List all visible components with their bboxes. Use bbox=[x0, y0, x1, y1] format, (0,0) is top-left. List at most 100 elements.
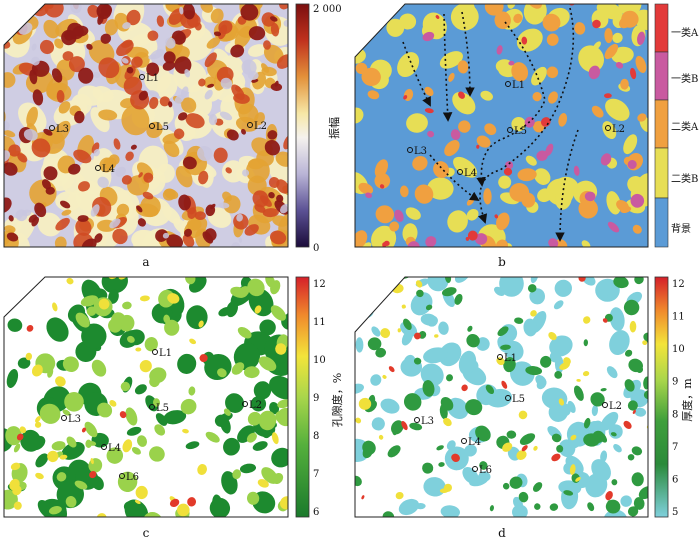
texture-blob bbox=[198, 170, 209, 185]
texture-blob bbox=[573, 165, 580, 176]
texture-blob bbox=[75, 218, 92, 236]
texture-blob bbox=[247, 278, 265, 297]
texture-blob bbox=[250, 396, 267, 412]
texture-blob bbox=[106, 447, 124, 464]
texture-blob bbox=[607, 221, 620, 233]
texture-blob bbox=[264, 140, 281, 156]
colorbar-tick: 9 bbox=[313, 393, 319, 404]
texture-blob bbox=[578, 277, 586, 282]
texture-blob bbox=[620, 78, 629, 90]
texture-blob bbox=[121, 175, 132, 185]
texture-blob bbox=[225, 167, 232, 174]
texture-blob bbox=[444, 277, 452, 283]
texture-blob bbox=[61, 209, 72, 216]
well-marker bbox=[605, 125, 611, 131]
texture-blob bbox=[591, 105, 604, 118]
texture-blob bbox=[74, 110, 85, 124]
texture-blob bbox=[55, 376, 66, 387]
texture-blob bbox=[156, 15, 165, 27]
texture-blob bbox=[412, 156, 428, 171]
texture-blob bbox=[77, 85, 104, 106]
texture-blob bbox=[365, 192, 373, 199]
texture-blob bbox=[149, 446, 165, 462]
well-label: L3 bbox=[56, 124, 69, 135]
texture-blob bbox=[592, 19, 601, 29]
texture-blob bbox=[72, 25, 89, 37]
channel-arrow bbox=[476, 21, 546, 187]
texture-blob bbox=[11, 4, 22, 18]
texture-blob bbox=[134, 499, 141, 505]
well-marker bbox=[95, 165, 101, 171]
texture-blob bbox=[630, 193, 645, 208]
texture-blob bbox=[367, 337, 382, 351]
texture-blob bbox=[540, 355, 552, 368]
texture-blob bbox=[81, 427, 87, 433]
legend-swatch-2B bbox=[654, 147, 669, 199]
well-marker bbox=[242, 401, 248, 407]
texture-blob bbox=[534, 168, 551, 185]
texture-blob bbox=[213, 147, 228, 163]
texture-blob bbox=[446, 374, 453, 382]
texture-blob bbox=[583, 316, 591, 324]
texture-blob bbox=[258, 356, 277, 371]
texture-blob bbox=[584, 191, 596, 202]
texture-blob bbox=[549, 351, 562, 363]
texture-blob bbox=[479, 461, 488, 470]
thickness-blobs bbox=[355, 277, 648, 517]
texture-blob bbox=[31, 138, 51, 158]
well-marker bbox=[119, 473, 125, 479]
texture-blob bbox=[162, 61, 176, 71]
caption-b: b bbox=[498, 255, 506, 269]
texture-blob bbox=[78, 67, 94, 84]
texture-blob bbox=[458, 120, 471, 133]
texture-blob bbox=[4, 225, 16, 233]
texture-blob bbox=[391, 420, 404, 435]
texture-blob bbox=[236, 213, 243, 222]
texture-blob bbox=[583, 417, 591, 429]
texture-blob bbox=[506, 430, 517, 439]
texture-blob bbox=[185, 277, 196, 285]
texture-blob bbox=[532, 482, 543, 492]
texture-blob bbox=[461, 384, 468, 392]
texture-blob bbox=[596, 4, 623, 20]
texture-blob bbox=[633, 478, 641, 485]
texture-blob bbox=[4, 230, 31, 247]
texture-blob bbox=[159, 96, 170, 107]
texture-blob bbox=[136, 205, 143, 213]
texture-blob bbox=[424, 108, 434, 114]
colorbar-tick: 6 bbox=[313, 507, 319, 518]
texture-blob bbox=[405, 207, 421, 220]
texture-blob bbox=[521, 445, 528, 452]
texture-blob bbox=[457, 60, 469, 74]
texture-blob bbox=[169, 498, 180, 507]
texture-blob bbox=[177, 112, 188, 121]
texture-blob bbox=[194, 211, 206, 221]
panel-a: L1 L2 L3 L4 L5 2 000 0 振幅 a bbox=[3, 3, 342, 269]
texture-blob bbox=[198, 320, 204, 328]
texture-blob bbox=[623, 134, 638, 155]
texture-blob bbox=[97, 13, 104, 25]
texture-blob bbox=[84, 421, 98, 438]
texture-blob bbox=[611, 479, 618, 486]
texture-blob bbox=[426, 315, 438, 327]
texture-blob bbox=[636, 31, 646, 46]
texture-blob bbox=[261, 66, 277, 77]
texture-blob bbox=[205, 431, 220, 443]
texture-blob bbox=[47, 450, 59, 463]
texture-blob bbox=[231, 362, 245, 375]
texture-blob bbox=[68, 56, 85, 73]
texture-blob bbox=[604, 28, 613, 44]
texture-blob bbox=[427, 277, 449, 292]
texture-blob bbox=[6, 290, 19, 302]
texture-blob bbox=[414, 184, 434, 204]
texture-blob bbox=[177, 353, 197, 374]
texture-blob bbox=[605, 491, 613, 501]
texture-blob bbox=[119, 411, 127, 419]
caption-c: c bbox=[143, 526, 150, 540]
texture-blob bbox=[173, 128, 185, 140]
texture-blob bbox=[142, 191, 154, 200]
texture-blob bbox=[604, 93, 612, 99]
texture-blob bbox=[451, 453, 460, 462]
texture-blob bbox=[413, 357, 422, 365]
colorbar-tick: 8 bbox=[313, 431, 319, 442]
